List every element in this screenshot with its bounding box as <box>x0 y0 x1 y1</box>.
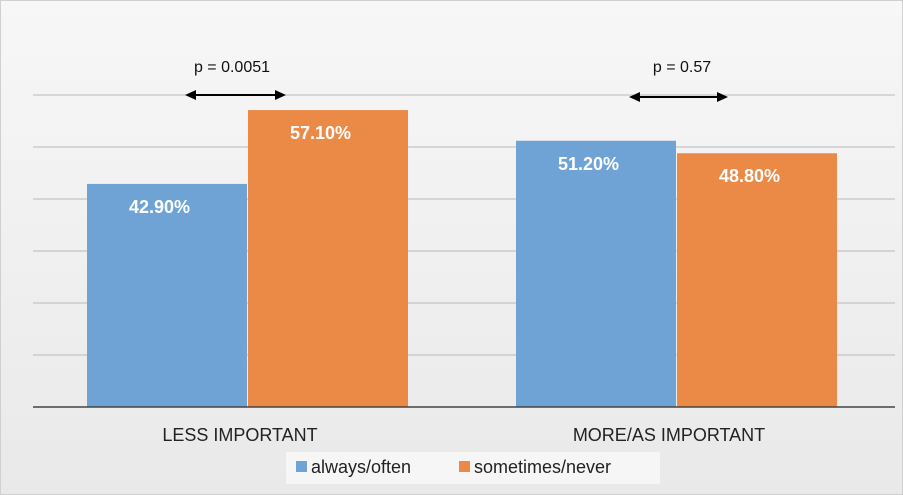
category-label: MORE/AS IMPORTANT <box>573 425 765 445</box>
bar-always-often-0 <box>87 183 247 407</box>
bar-sometimes-never-0 <box>248 110 408 407</box>
data-label: 48.80% <box>719 166 780 186</box>
value-labels: 42.90% 57.10% 51.20% 48.80% <box>129 123 780 217</box>
legend-swatch-always-often <box>296 461 307 472</box>
category-labels: LESS IMPORTANT MORE/AS IMPORTANT <box>162 425 765 445</box>
bar-always-often-1 <box>516 140 676 407</box>
p-value-annotation-left: p = 0.0051 <box>194 59 270 76</box>
legend-label-always-often: always/often <box>311 457 411 477</box>
bar-sometimes-never-1 <box>677 153 837 407</box>
data-label: 42.90% <box>129 197 190 217</box>
p-value-annotation-right: p = 0.57 <box>653 59 711 76</box>
arrow-head-right <box>275 90 286 100</box>
legend: always/often sometimes/never <box>286 452 660 484</box>
legend-label-sometimes-never: sometimes/never <box>474 457 611 477</box>
data-label: 57.10% <box>290 123 351 143</box>
comparison-arrows <box>185 90 728 102</box>
arrow-head-left <box>185 90 196 100</box>
legend-swatch-sometimes-never <box>459 461 470 472</box>
legend-background <box>286 452 660 484</box>
bars <box>87 110 837 407</box>
arrow-head-left <box>629 92 640 102</box>
data-label: 51.20% <box>558 154 619 174</box>
category-label: LESS IMPORTANT <box>162 425 317 445</box>
arrow-head-right <box>717 92 728 102</box>
